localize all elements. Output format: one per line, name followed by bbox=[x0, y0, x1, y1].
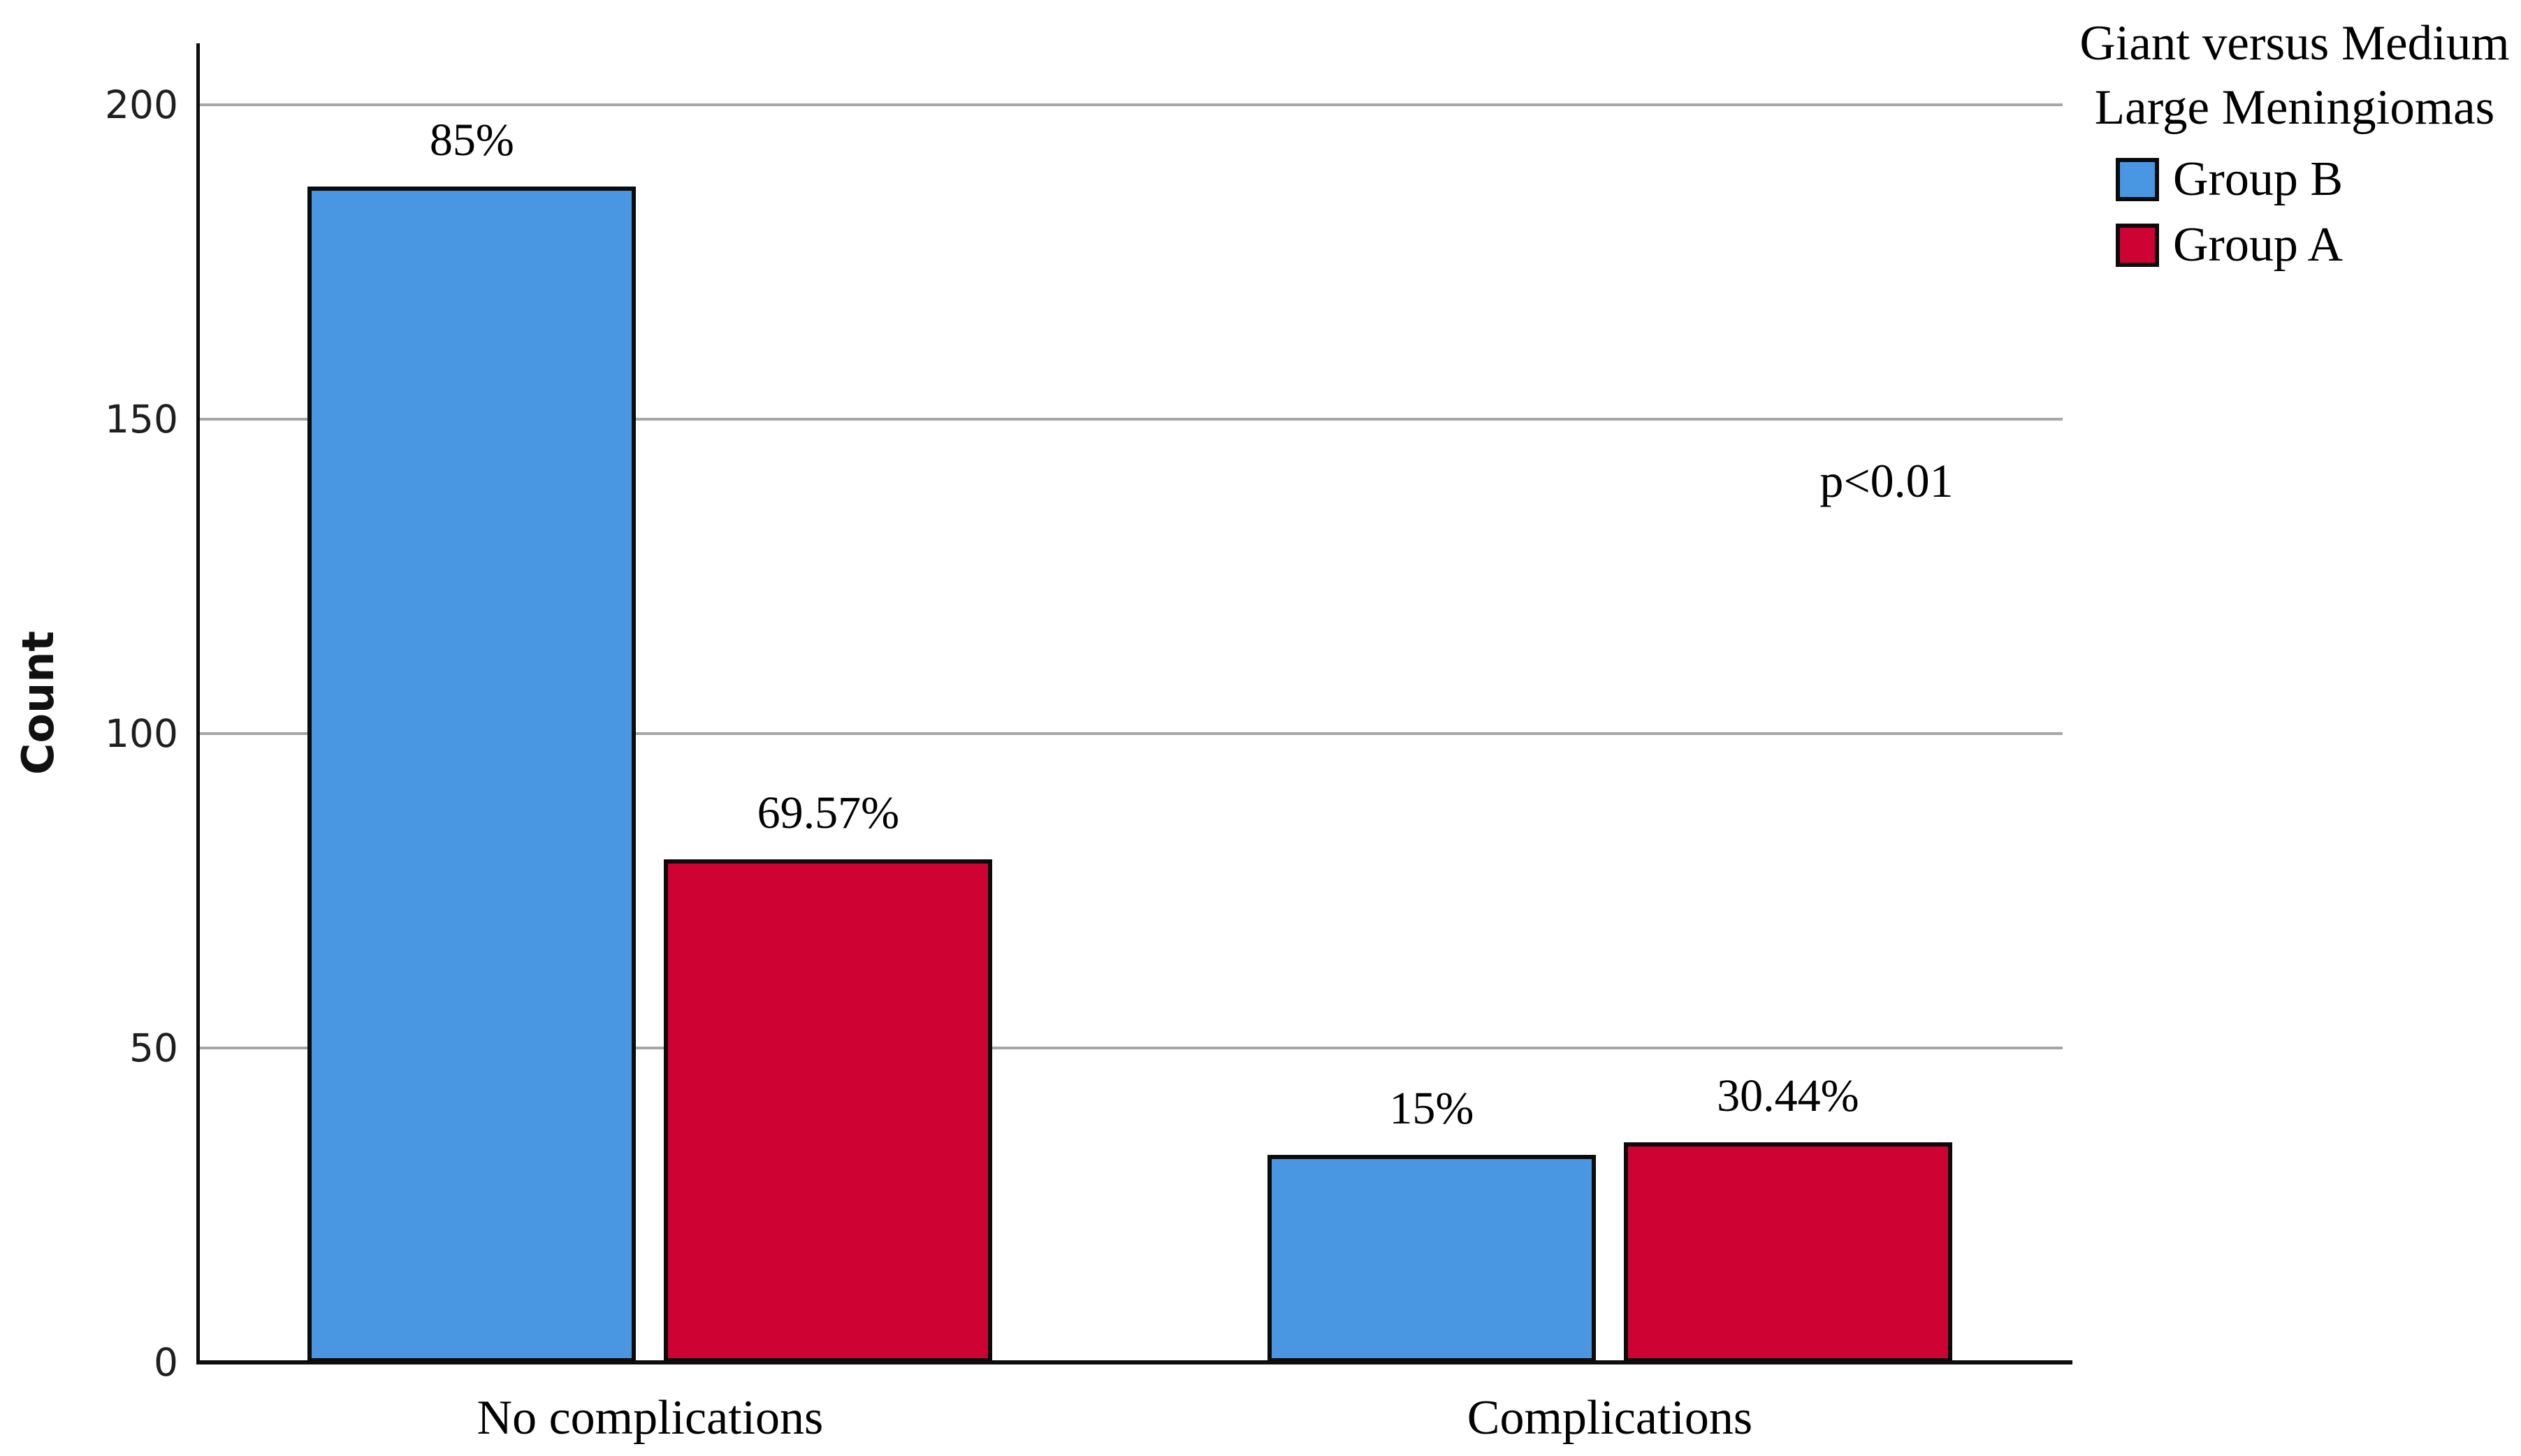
x-axis-line bbox=[196, 1360, 2072, 1364]
legend-item-label: Group B bbox=[2173, 152, 2344, 206]
gridline-100 bbox=[199, 732, 2063, 735]
gridline-200 bbox=[199, 103, 2063, 106]
legend-title: Giant versus Medium Large Meningiomas bbox=[2068, 11, 2521, 140]
legend-items: Group B Group A bbox=[2116, 147, 2521, 278]
gridline-50 bbox=[199, 1047, 2063, 1049]
bar-value-label: 15% bbox=[1389, 1083, 1474, 1134]
legend: Giant versus Medium Large Meningiomas Gr… bbox=[2068, 11, 2521, 278]
bar-value-label: 85% bbox=[429, 115, 514, 166]
p-value-annotation: p<0.01 bbox=[1819, 454, 1954, 507]
x-category-label-1: No complications bbox=[477, 1391, 824, 1445]
legend-title-line-2: Large Meningiomas bbox=[2094, 80, 2495, 135]
legend-swatch-icon bbox=[2116, 224, 2159, 267]
legend-swatch-icon bbox=[2116, 158, 2159, 201]
legend-item-group-b: Group B bbox=[2116, 147, 2521, 212]
y-tick-label-0: 0 bbox=[154, 1340, 178, 1385]
legend-item-label: Group A bbox=[2173, 218, 2344, 272]
bar-group-b-complications bbox=[1267, 1155, 1596, 1362]
bar-group-a-no-complications bbox=[664, 859, 993, 1362]
y-tick-label-50: 50 bbox=[129, 1026, 178, 1070]
x-category-label-2: Complications bbox=[1467, 1391, 1753, 1445]
bar-value-label: 69.57% bbox=[757, 787, 900, 838]
y-tick-label-150: 150 bbox=[105, 397, 178, 442]
y-tick-label-200: 200 bbox=[105, 82, 178, 127]
legend-title-line-1: Giant versus Medium bbox=[2079, 16, 2510, 71]
bar-group-a-complications bbox=[1623, 1142, 1952, 1362]
legend-item-group-a: Group A bbox=[2116, 212, 2521, 278]
bar-value-label: 30.44% bbox=[1717, 1070, 1859, 1121]
bar-group-b-no-complications bbox=[307, 187, 637, 1362]
gridline-150 bbox=[199, 418, 2063, 421]
y-axis-line bbox=[196, 43, 200, 1362]
y-tick-label-100: 100 bbox=[105, 711, 178, 756]
